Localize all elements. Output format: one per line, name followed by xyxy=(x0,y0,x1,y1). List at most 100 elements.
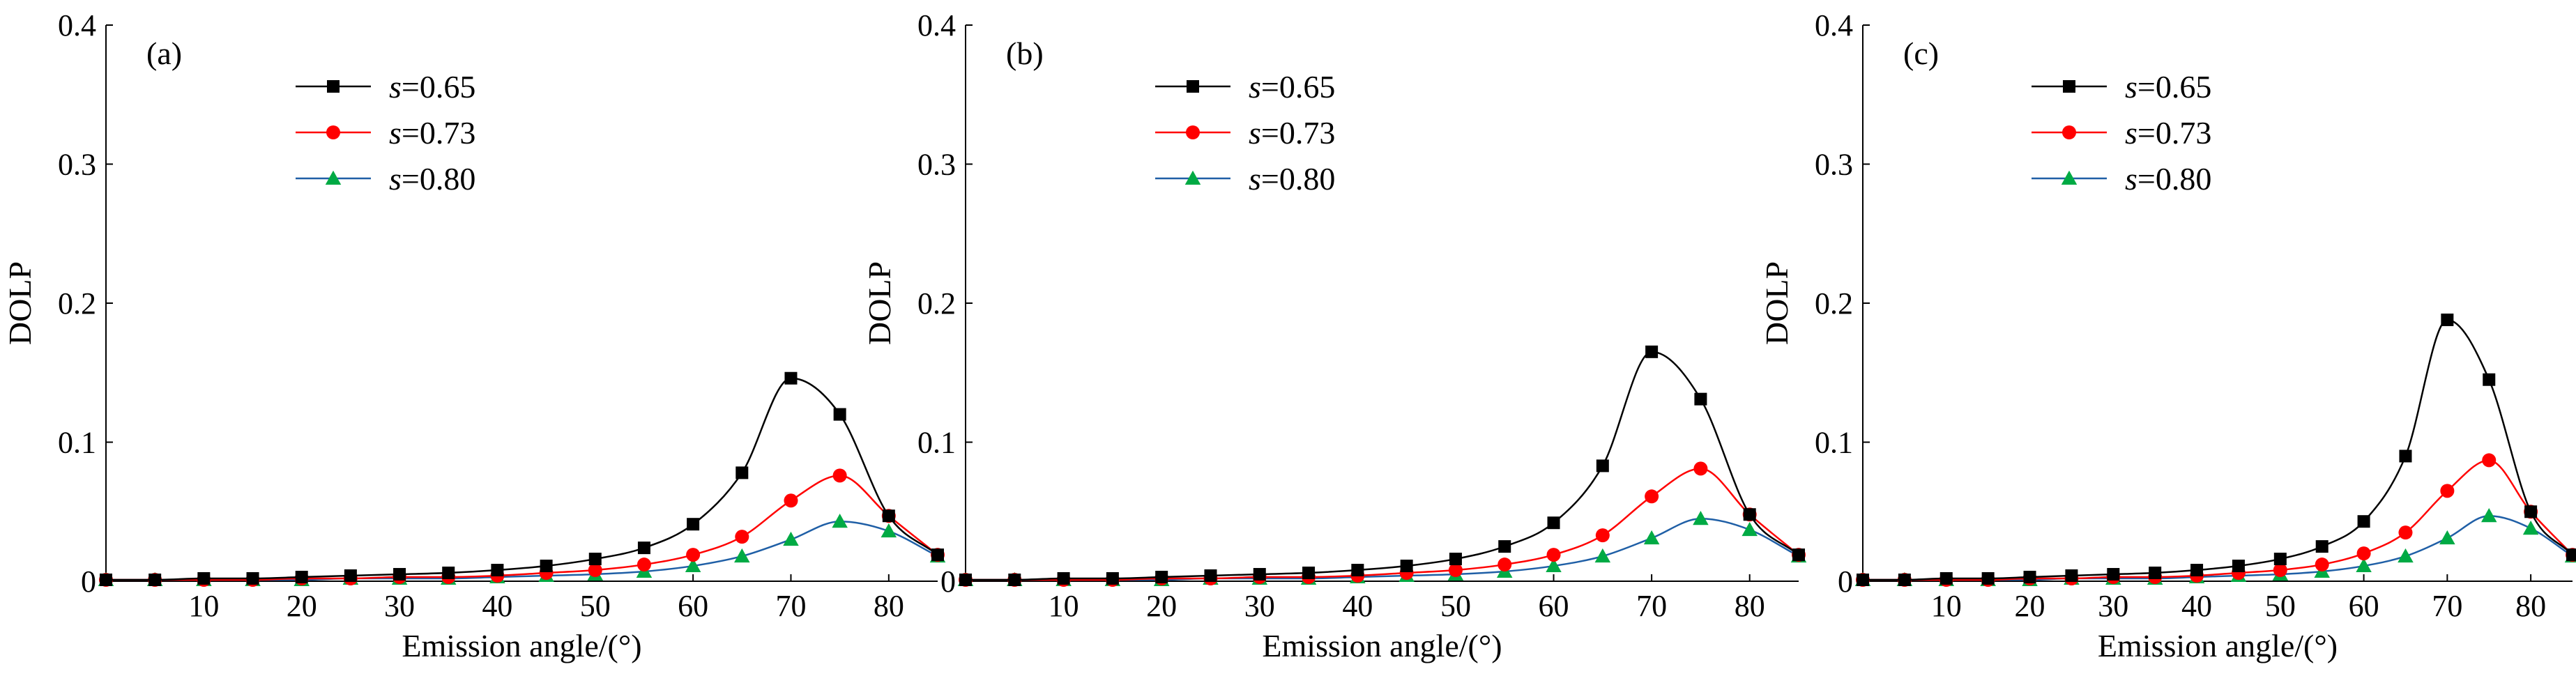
data-point-series-1 xyxy=(2441,313,2454,326)
data-point-series-3 xyxy=(1546,558,1562,573)
data-point-series-1 xyxy=(2023,571,2036,584)
y-axis-title: DOLP xyxy=(1759,261,1794,345)
data-point-series-3 xyxy=(2356,558,2372,573)
data-point-series-1 xyxy=(2149,567,2162,580)
data-point-series-3 xyxy=(832,513,848,528)
data-point-series-1 xyxy=(1253,568,1266,581)
legend-label: s=0.73 xyxy=(389,115,475,151)
legend-marker xyxy=(2061,170,2078,185)
y-tick-label: 0.3 xyxy=(917,148,956,182)
legend-item-2: s=0.73 xyxy=(296,115,475,151)
data-point-series-3 xyxy=(881,523,897,538)
data-point-series-1 xyxy=(491,564,504,577)
data-point-series-1 xyxy=(1449,553,1462,566)
data-point-series-1 xyxy=(637,541,650,555)
data-point-series-1 xyxy=(2065,569,2078,583)
y-tick-label: 0.2 xyxy=(917,286,956,321)
x-tick-label: 40 xyxy=(2181,589,2212,623)
data-point-series-1 xyxy=(1351,564,1364,577)
series-line-3 xyxy=(1862,514,2573,581)
y-tick-label: 0 xyxy=(1838,564,1853,599)
data-point-series-1 xyxy=(1547,516,1560,530)
y-tick-label: 0.3 xyxy=(1815,148,1853,182)
x-tick-label: 20 xyxy=(2015,589,2045,623)
x-tick-label: 40 xyxy=(1342,589,1373,623)
x-tick-label: 10 xyxy=(1931,589,1962,623)
data-point-series-1 xyxy=(148,574,162,587)
data-point-series-1 xyxy=(2190,564,2204,577)
y-tick-label: 0.1 xyxy=(1815,426,1853,460)
data-point-series-1 xyxy=(2232,560,2245,573)
data-point-series-1 xyxy=(1596,459,1609,473)
legend-marker xyxy=(2062,125,2076,139)
y-axis-title: DOLP xyxy=(862,261,897,345)
data-point-series-1 xyxy=(344,569,357,583)
x-tick-label: 60 xyxy=(1539,589,1569,623)
data-point-series-1 xyxy=(442,567,455,580)
data-point-series-1 xyxy=(1645,345,1659,358)
legend-label: s=0.80 xyxy=(1249,161,1335,197)
data-point-series-2 xyxy=(2482,453,2497,468)
data-point-series-3 xyxy=(783,531,799,546)
data-point-series-3 xyxy=(1742,521,1758,537)
data-point-series-3 xyxy=(1594,548,1611,563)
data-point-series-1 xyxy=(1857,574,1869,587)
y-tick-label: 0.2 xyxy=(1815,286,1853,321)
data-point-series-2 xyxy=(1448,563,1463,578)
data-point-series-1 xyxy=(833,408,846,421)
x-tick-label: 50 xyxy=(1440,589,1471,623)
data-point-series-1 xyxy=(1981,572,1995,585)
legend-label: s=0.80 xyxy=(2125,161,2211,197)
x-tick-label: 80 xyxy=(2515,589,2546,623)
data-point-series-1 xyxy=(2315,540,2329,553)
legend-marker xyxy=(326,125,340,139)
data-point-series-2 xyxy=(2315,558,2329,572)
data-point-series-1 xyxy=(295,571,308,584)
series-line-2 xyxy=(965,468,1799,581)
data-point-series-1 xyxy=(1008,574,1021,587)
chart-panel-a: 0 0.1 0.2 0.3 0.4 10 20 30 40 50 60 70 80 Emission an… xyxy=(2,8,946,663)
panel-label: (c) xyxy=(1903,36,1939,71)
data-point-series-3 xyxy=(2522,520,2539,535)
data-point-series-1 xyxy=(736,466,749,479)
data-point-series-1 xyxy=(197,572,211,585)
data-point-series-1 xyxy=(1743,508,1756,521)
data-point-series-1 xyxy=(2524,505,2538,518)
y-tick-label: 0.2 xyxy=(58,286,96,321)
y-tick-label: 0.4 xyxy=(58,8,96,43)
legend-marker xyxy=(2063,80,2075,93)
data-point-series-3 xyxy=(2480,507,2497,523)
legend-marker xyxy=(1187,80,1199,93)
x-tick-label: 70 xyxy=(1636,589,1667,623)
data-point-series-3 xyxy=(2439,530,2455,545)
y-axis-title: DOLP xyxy=(2,261,38,345)
data-point-series-1 xyxy=(1400,560,1413,573)
legend-label: s=0.80 xyxy=(389,161,475,197)
data-point-series-1 xyxy=(1498,540,1511,553)
data-point-series-1 xyxy=(100,574,112,587)
data-point-series-2 xyxy=(2398,525,2413,540)
data-point-series-3 xyxy=(1643,530,1660,545)
y-tick-label: 0 xyxy=(940,564,956,599)
data-point-series-2 xyxy=(1546,548,1561,562)
x-tick-label: 70 xyxy=(775,589,806,623)
legend-label: s=0.73 xyxy=(1249,115,1335,151)
chart-panel-c: 0 0.1 0.2 0.3 0.4 10 20 30 40 50 60 70 80 Emission an… xyxy=(1759,8,2576,663)
series-line-1 xyxy=(1862,318,2573,581)
data-point-series-1 xyxy=(246,572,259,585)
series-line-3 xyxy=(105,520,938,581)
data-point-series-1 xyxy=(1898,574,1911,587)
series-line-3 xyxy=(965,517,1799,581)
data-point-series-3 xyxy=(1693,510,1709,525)
data-point-series-2 xyxy=(1645,489,1659,504)
x-tick-label: 10 xyxy=(188,589,219,623)
data-point-series-3 xyxy=(2398,548,2414,563)
x-tick-label: 60 xyxy=(678,589,708,623)
y-tick-label: 0.4 xyxy=(917,8,956,43)
data-point-series-2 xyxy=(2273,563,2287,578)
data-point-series-2 xyxy=(784,493,798,508)
data-point-series-1 xyxy=(2273,553,2287,566)
data-point-series-1 xyxy=(882,509,895,523)
data-point-series-2 xyxy=(637,558,651,572)
